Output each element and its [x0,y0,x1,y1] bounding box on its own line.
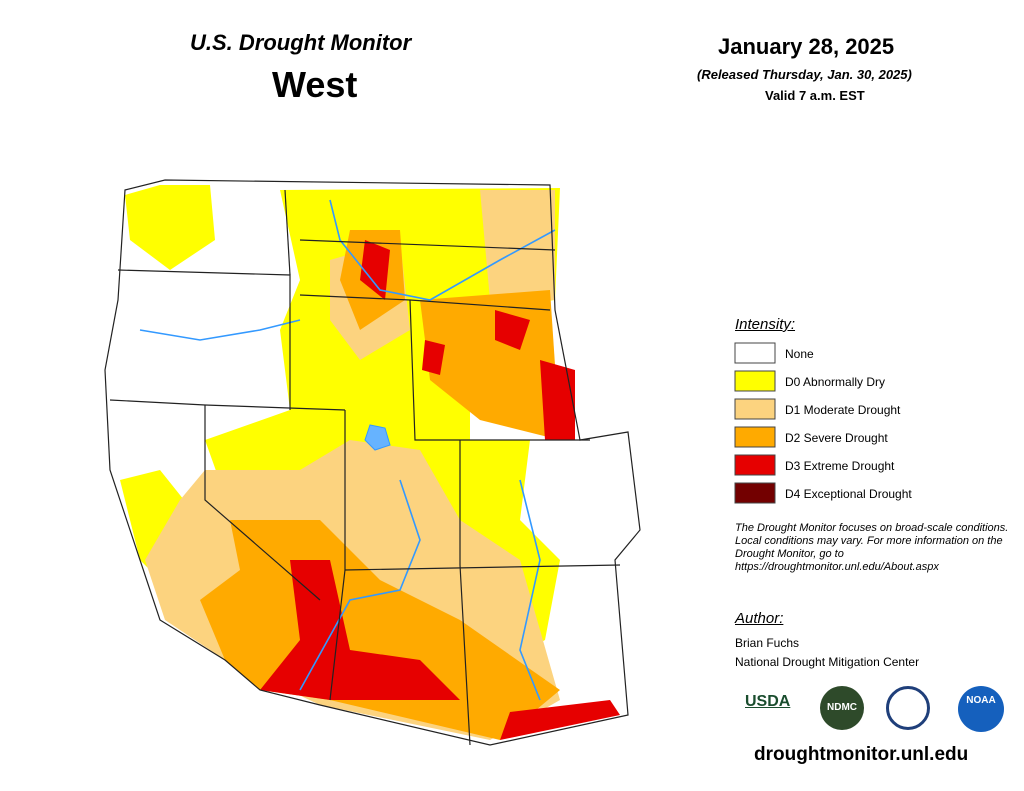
legend-label: D2 Severe Drought [785,431,888,445]
state-line [344,564,621,571]
author-heading: Author: [735,610,784,627]
state-line [204,405,321,601]
legend-label: D1 Moderate Drought [785,403,901,417]
state-line [284,189,291,276]
logo-noaa: NOAA [958,686,1004,732]
legend-swatch [734,426,776,448]
state-line [459,440,471,746]
drought-zone [480,190,555,300]
region-outline [104,179,641,746]
note: The Drought Monitor focuses on broad-sca… [735,522,1009,573]
legend-heading: Intensity: [735,316,796,333]
river [299,479,421,691]
drought-map [104,179,641,746]
state-line [299,239,556,251]
lake [364,424,391,451]
river [519,479,541,701]
state-line [409,299,590,441]
legend-swatch [734,454,776,476]
drought-zone [260,560,460,700]
author-organization: National Drought Mitigation Center [735,655,920,669]
region: West [272,64,358,105]
date: January 28, 2025 [718,34,895,59]
river [139,319,301,341]
logo-doc [886,686,930,730]
drought-zone [120,470,200,580]
legend: None D0 Abnormally Dry D1 Moderate Drought… [734,342,912,504]
drought-zone [540,360,575,440]
drought-zone [125,185,215,270]
author-name: Brian Fuchs [735,636,800,650]
legend-swatch [734,370,776,392]
released: (Released Thursday, Jan. 30, 2025) [697,67,912,82]
legend-swatch [734,398,776,420]
legend-swatch [734,342,776,364]
website: droughtmonitor.unl.edu [754,744,969,765]
legend-swatch [734,482,776,504]
drought-zone [500,700,620,740]
logo-usda: USDA [745,693,791,710]
legend-label: None [785,347,814,361]
drought-zone [495,310,530,350]
logo-ndmc: NDMC [820,686,864,730]
valid: Valid 7 a.m. EST [765,88,865,103]
legend-label: D0 Abnormally Dry [785,375,885,389]
title: U.S. Drought Monitor [190,30,412,55]
legend-label: D4 Exceptional Drought [785,487,912,501]
drought-zone [422,340,445,375]
drought-zone [360,240,390,300]
legend-label: D3 Extreme Drought [785,459,895,473]
river [329,199,556,301]
